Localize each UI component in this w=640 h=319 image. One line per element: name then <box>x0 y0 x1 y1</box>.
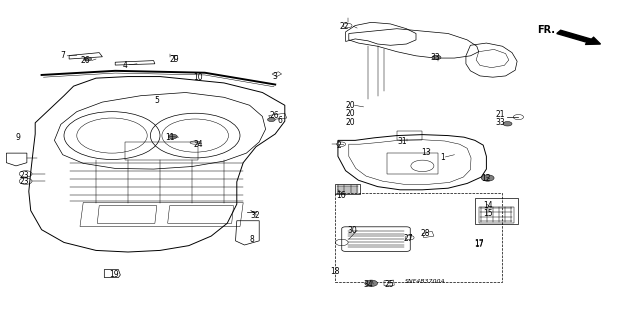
Text: SNF4B3700A: SNF4B3700A <box>404 279 445 284</box>
Text: 18: 18 <box>331 267 340 276</box>
Text: 32: 32 <box>250 211 260 220</box>
Text: 1: 1 <box>440 153 445 162</box>
Text: 25: 25 <box>384 280 394 289</box>
Text: 28: 28 <box>421 229 430 238</box>
Text: 29: 29 <box>169 55 179 63</box>
Text: 16: 16 <box>336 191 346 200</box>
Bar <box>479 207 514 223</box>
Text: 33: 33 <box>495 118 506 127</box>
Text: 21: 21 <box>496 110 505 119</box>
Text: 20: 20 <box>345 118 355 127</box>
Text: 14: 14 <box>483 201 493 210</box>
Text: 33: 33 <box>430 53 440 62</box>
Bar <box>335 184 360 194</box>
Text: 4: 4 <box>123 61 128 70</box>
Text: 30: 30 <box>348 226 358 235</box>
Text: 26: 26 <box>269 111 279 120</box>
Text: 23: 23 <box>19 171 29 180</box>
Text: 3: 3 <box>273 72 278 81</box>
Text: 19: 19 <box>109 271 119 279</box>
Text: 7: 7 <box>60 51 65 60</box>
Circle shape <box>268 118 275 122</box>
Text: 23: 23 <box>19 177 29 186</box>
Bar <box>125 142 198 160</box>
Text: 5: 5 <box>154 96 159 105</box>
Text: 9: 9 <box>15 133 20 142</box>
Text: FR.: FR. <box>538 25 556 35</box>
Bar <box>475 198 518 224</box>
Text: 12: 12 <box>482 174 491 183</box>
Circle shape <box>84 57 92 61</box>
Text: 2: 2 <box>337 141 342 150</box>
Text: 20: 20 <box>345 101 355 110</box>
Text: 15: 15 <box>483 209 493 218</box>
Circle shape <box>432 55 441 60</box>
Text: 17: 17 <box>474 239 484 248</box>
Text: 34: 34 <box>364 280 374 289</box>
Text: 8: 8 <box>250 235 255 244</box>
Text: 20: 20 <box>345 109 355 118</box>
Text: 10: 10 <box>193 73 204 82</box>
FancyArrow shape <box>557 30 600 44</box>
Text: 31: 31 <box>397 137 407 146</box>
Circle shape <box>365 280 378 286</box>
Bar <box>335 193 502 282</box>
Text: 26: 26 <box>81 56 91 65</box>
Text: 13: 13 <box>420 148 431 157</box>
Text: 17: 17 <box>474 240 484 249</box>
Text: 27: 27 <box>403 234 413 243</box>
Bar <box>387 153 438 174</box>
Text: 6: 6 <box>277 116 282 125</box>
Text: 11: 11 <box>166 133 175 142</box>
Circle shape <box>168 134 177 139</box>
Text: 24: 24 <box>193 140 204 149</box>
Circle shape <box>503 122 512 126</box>
Text: 22: 22 <box>340 22 349 31</box>
Circle shape <box>481 175 494 181</box>
